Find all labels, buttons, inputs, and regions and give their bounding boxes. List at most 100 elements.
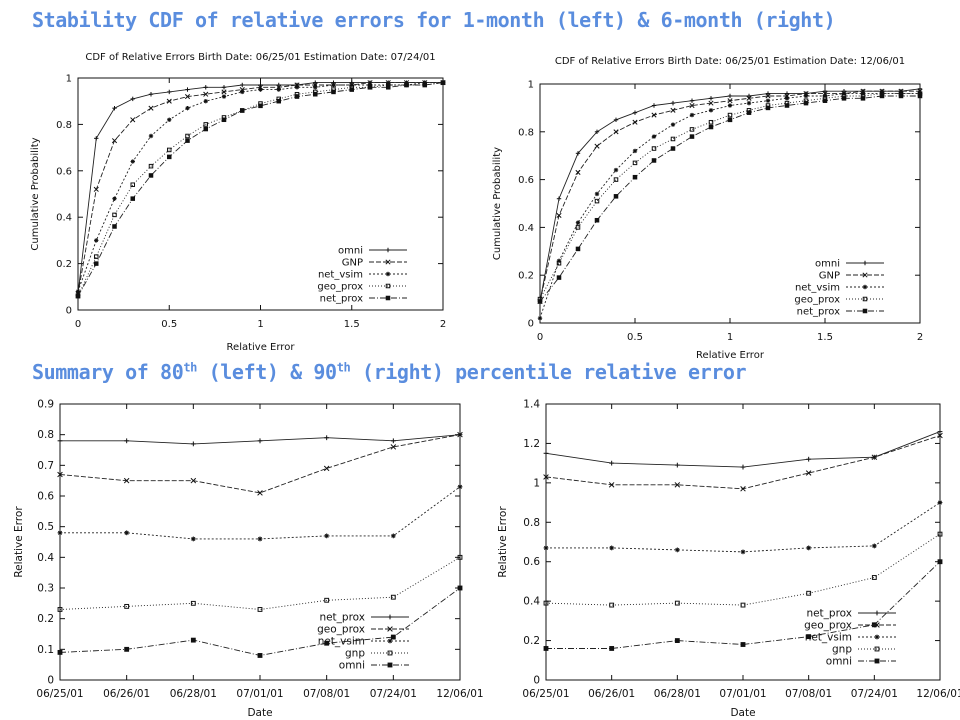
filled-square-marker [75, 293, 81, 299]
y-tick-label: 1 [66, 74, 72, 85]
series-net-prox [537, 93, 923, 304]
x-tick-label: 06/28/01 [170, 688, 217, 700]
x-tick-label: 0.5 [161, 319, 177, 330]
chart-title: CDF of Relative Errors Birth Date: 06/25… [555, 56, 905, 67]
legend-label: omni [339, 660, 365, 672]
square-marker [594, 198, 600, 204]
series-line [546, 561, 941, 649]
filled-square-marker [543, 646, 549, 651]
filled-square-marker [312, 91, 318, 97]
square-marker [257, 607, 263, 612]
x-tick-label: 2 [440, 319, 446, 330]
y-tick-label: 1.2 [523, 438, 540, 450]
x-tick-label: 1.5 [817, 332, 833, 343]
square-marker [324, 597, 330, 603]
y-tick-label: 0.3 [37, 583, 54, 595]
square-marker [806, 590, 812, 596]
y-tick-label: 0.5 [37, 521, 54, 533]
filled-square-marker [860, 96, 866, 101]
series-net-vsim [75, 80, 446, 294]
filled-square-marker [190, 637, 196, 643]
percentile-90-chart: 0 0.2 0.4 0.6 0.8 1 1.2 1.4 06/25/01 06/26/01 06/2… [497, 399, 960, 720]
filled-square-marker [258, 103, 263, 109]
legend-label: gnp [832, 644, 852, 656]
y-tick-label: 0.4 [56, 213, 72, 224]
square-marker [112, 212, 117, 218]
legend-label: net_prox [320, 294, 363, 305]
x-axis-label: Relative Error [696, 350, 765, 361]
x-tick-label: 12/06/01 [436, 688, 483, 700]
filled-square-marker [57, 649, 63, 655]
y-tick-label: 0.6 [518, 175, 534, 186]
square-marker [632, 160, 638, 166]
cdf-chart-6-month: CDF of Relative Errors Birth Date: 06/25… [492, 56, 923, 361]
x-tick-label: 07/08/01 [785, 688, 832, 700]
filled-square-marker [740, 642, 746, 647]
filled-square-marker [746, 110, 752, 115]
square-marker [166, 147, 172, 153]
filled-square-marker [862, 308, 868, 314]
x-axis-label: Relative Error [227, 342, 296, 353]
square-marker [387, 650, 393, 656]
y-axis-label: Cumulative Probability [492, 147, 503, 260]
x-axis-label: Date [247, 707, 272, 719]
series-line [60, 486, 461, 540]
legend-label: geo_prox [804, 620, 852, 632]
x-tick-label: 07/01/01 [719, 688, 766, 700]
series-line [545, 431, 941, 468]
square-marker [862, 296, 868, 302]
filled-square-marker [385, 295, 391, 301]
square-marker [185, 133, 190, 139]
square-marker [556, 260, 562, 266]
legend-label: net_vsim [318, 270, 363, 281]
series-line [539, 93, 920, 300]
y-tick-label: 0.6 [523, 556, 540, 568]
filled-square-marker [917, 93, 923, 99]
filled-square-marker [841, 96, 847, 101]
square-marker [740, 602, 746, 608]
filled-square-marker [784, 103, 790, 108]
cdf-section-heading: Stability CDF of relative errors for 1-m… [32, 8, 836, 32]
square-marker [651, 146, 657, 151]
filled-square-marker [148, 173, 154, 178]
y-tick-label: 0.4 [518, 223, 534, 234]
y-tick-label: 0.9 [37, 399, 54, 411]
x-tick-label: 07/24/01 [851, 688, 898, 700]
y-tick-label: 0.7 [37, 460, 54, 472]
filled-square-marker [613, 194, 619, 199]
series-line [59, 587, 461, 656]
filled-square-marker [806, 634, 812, 640]
series-line [77, 82, 444, 297]
y-tick-label: 0.6 [56, 166, 72, 177]
filled-square-marker [331, 89, 336, 95]
y-axis-label: Relative Error [13, 506, 25, 578]
filled-square-marker [879, 93, 885, 99]
filled-square-marker [594, 217, 600, 223]
filled-square-marker [367, 85, 373, 90]
x-tick-label: 0 [537, 332, 543, 343]
series-geo-prox [537, 91, 923, 302]
series-line [539, 95, 920, 302]
square-marker [727, 112, 733, 118]
square-marker [674, 600, 680, 606]
series-line [539, 90, 920, 302]
series-net-vsim [543, 500, 943, 555]
filled-square-marker [457, 585, 463, 591]
y-tick-label: 1 [533, 477, 540, 489]
series-line [77, 82, 443, 292]
filled-square-marker [609, 646, 615, 651]
filled-square-marker [385, 85, 391, 90]
legend-label: GNP [342, 258, 363, 269]
y-tick-label: 0.8 [37, 429, 54, 441]
filled-square-marker [822, 98, 828, 103]
legend-label: GNP [819, 271, 840, 282]
square-marker [124, 603, 130, 609]
square-marker [93, 254, 99, 259]
filled-square-marker [422, 82, 428, 88]
x-axis-label: Date [730, 707, 755, 719]
series-gnp [57, 554, 463, 612]
y-tick-label: 0 [533, 675, 540, 687]
square-marker [871, 575, 877, 580]
filled-square-marker [112, 224, 117, 229]
